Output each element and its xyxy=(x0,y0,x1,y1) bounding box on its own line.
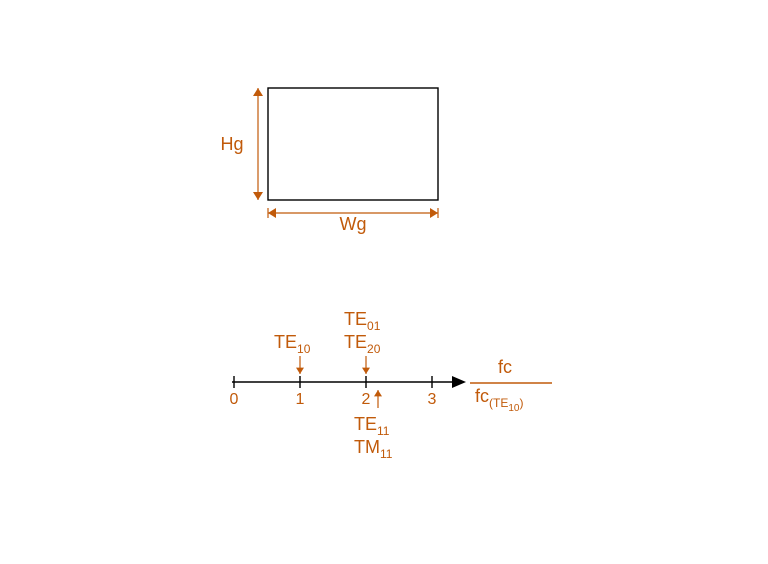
mode-label-te11_tm11: TE11 xyxy=(354,414,390,438)
axis-tick-label: 1 xyxy=(296,391,305,408)
axis-tick-label: 3 xyxy=(428,391,437,408)
axis-tick-label: 0 xyxy=(230,391,239,408)
axis-ratio-numerator: fc xyxy=(498,357,512,377)
dim-wg-label: Wg xyxy=(340,214,367,234)
mode-label-te10: TE10 xyxy=(274,332,311,356)
mode-label-te01_te20: TE20 xyxy=(344,332,381,356)
dim-hg-label: Hg xyxy=(220,134,243,154)
axis-arrowhead xyxy=(452,376,466,388)
mode-label-te01_te20: TE01 xyxy=(344,309,381,333)
mode-label-te11_tm11: TM11 xyxy=(354,437,393,461)
axis-ratio-denominator: fc(TE10) xyxy=(475,386,523,414)
waveguide-rect xyxy=(268,88,438,200)
axis-tick-label: 2 xyxy=(362,391,371,408)
